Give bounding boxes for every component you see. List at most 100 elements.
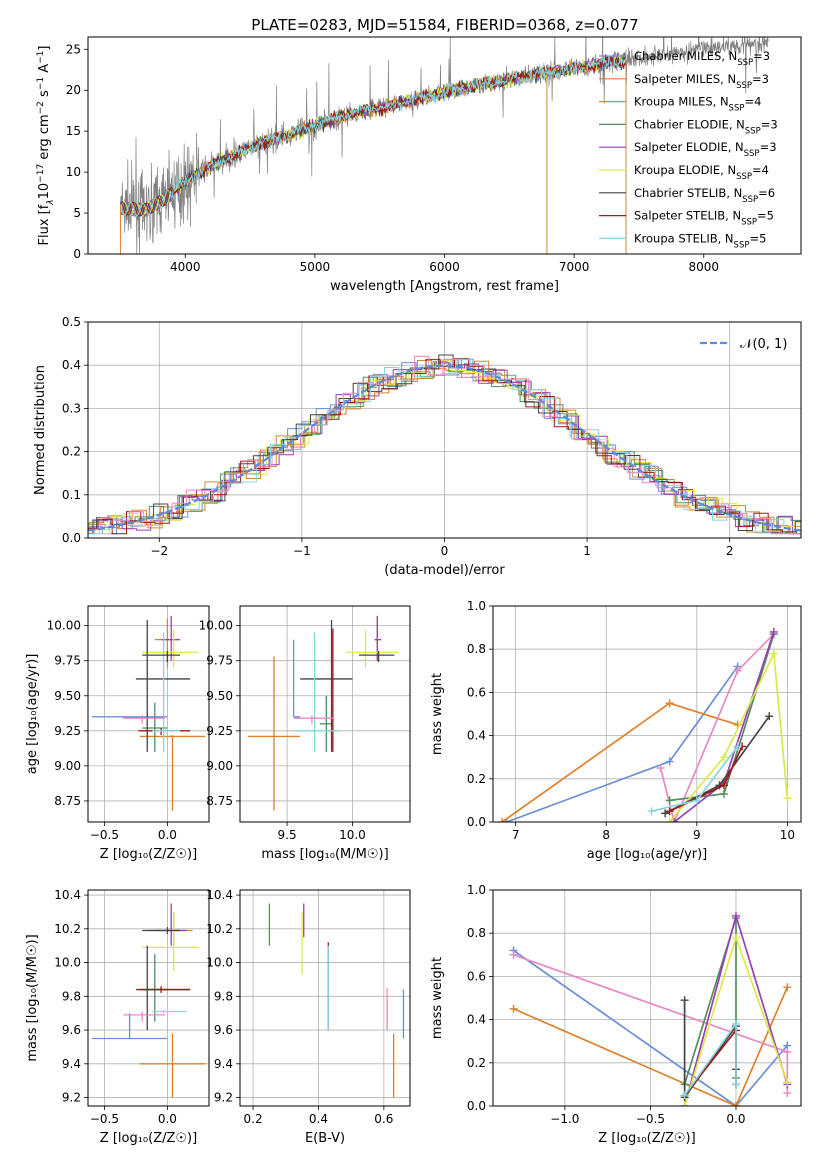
y-tick-label: 10.2 (206, 922, 233, 936)
histogram-line (88, 355, 801, 535)
y-tick-label: 9.4 (62, 1057, 81, 1071)
axes-frame (492, 889, 802, 1107)
axes-frame (87, 321, 802, 539)
weight-marker (680, 1102, 689, 1106)
ticks: 7 8 9 10 0.0 0.2 0.4 0.6 0.8 1.0 age [log₁₀(age/yr… (430, 599, 795, 862)
weight-marker (670, 818, 679, 822)
x-tick-label: 0.6 (374, 1112, 393, 1126)
legend-label: Kroupa MILES, NSSP=4 (634, 95, 761, 114)
histogram-line (88, 358, 801, 535)
errorbar-point (293, 632, 340, 752)
x-axis-label: Z [log₁₀(Z/Z☉)] (100, 847, 197, 862)
x-axis-label: Z [log₁₀(Z/Z☉)] (598, 1131, 695, 1146)
errorbar-point (142, 650, 181, 663)
weight-marker (680, 1091, 689, 1100)
y-tick-label: 25 (66, 42, 81, 56)
y-tick-label: 0.2 (62, 445, 81, 459)
weight-marker (661, 809, 670, 818)
y-tick-label: 9.6 (214, 1023, 233, 1037)
x-tick-label: 10 (780, 828, 795, 842)
x-tick-label: 0.0 (158, 1112, 177, 1126)
axes-frame (239, 605, 411, 823)
weight-marker (665, 757, 674, 766)
weight-marker (733, 742, 742, 751)
x-axis-label: wavelength [Angstrom, rest frame] (330, 279, 559, 294)
y-axis-label: mass [log₁₀(M/M☉)] (25, 934, 40, 1061)
weight-marker (783, 794, 792, 803)
x-tick-label: 10.0 (339, 828, 366, 842)
weight-marker (665, 807, 674, 816)
histogram-line (88, 359, 801, 535)
y-tick-label: 9.8 (214, 989, 233, 1003)
errorbar-point (300, 620, 353, 752)
y-tick-label: 8.75 (206, 794, 233, 808)
errorbar-point (374, 615, 382, 661)
errorbar-point (142, 629, 199, 668)
y-tick-label: 0.1 (62, 488, 81, 502)
weight-series (509, 911, 792, 1106)
axes-frame (87, 889, 210, 1107)
y-tick-label: 9.2 (214, 1091, 233, 1105)
y-tick-label: 0.6 (467, 969, 486, 983)
errorbar-point (152, 632, 181, 752)
x-tick-label: 0.0 (726, 1112, 745, 1126)
y-tick-label: 0.0 (62, 531, 81, 545)
errorbar-point (345, 629, 399, 668)
y-tick-label: 0.6 (467, 685, 486, 699)
errorbar-point (91, 1013, 168, 1040)
weight-marker (769, 649, 778, 658)
weight-marker (665, 699, 674, 708)
x-tick-label: 8000 (688, 260, 719, 274)
weight-marker (769, 627, 778, 636)
y-axis-label: Flux [fλ10−17 erg cm−2 s−1 A−1] (36, 46, 56, 246)
ticks: 0.2 0.4 0.6 9.2 9.4 9.6 9.8 10.0 10.2 10.4 E(B-V) (206, 888, 393, 1146)
weight-marker (731, 1102, 740, 1106)
y-tick-label: 0 (73, 247, 81, 261)
weight-marker (731, 933, 740, 942)
x-tick-label: −0.5 (636, 1112, 665, 1126)
x-axis-label: Z [log₁₀(Z/Z☉)] (100, 1131, 197, 1146)
errorbar-point (359, 650, 395, 663)
legend-label: Salpeter MILES, NSSP=3 (634, 72, 769, 91)
y-tick-label: 10.0 (54, 956, 81, 970)
y-axis-label: mass weight (430, 673, 445, 755)
histogram-line (88, 354, 801, 533)
y-tick-label: 10.0 (206, 956, 233, 970)
y-tick-label: 9.6 (62, 1023, 81, 1037)
y-tick-label: 10.4 (206, 888, 233, 902)
histograms (88, 354, 801, 535)
weight-series-line (665, 649, 792, 822)
weight-marker (509, 1004, 518, 1013)
x-tick-label: 4000 (170, 260, 201, 274)
weight-marker (783, 1048, 792, 1056)
errorbar-point (123, 715, 165, 724)
errorbar-point (152, 1009, 187, 1014)
y-tick-label: 0.8 (467, 926, 486, 940)
weight-marker (731, 1019, 740, 1028)
y-tick-label: 20 (66, 83, 81, 97)
errorbars (268, 903, 405, 1098)
x-tick-label: 7000 (559, 260, 590, 274)
y-tick-label: 9.2 (62, 1091, 81, 1105)
y-tick-label: 0.4 (62, 358, 81, 372)
x-tick-label: −0.5 (90, 828, 119, 842)
y-tick-label: 0.8 (467, 642, 486, 656)
y-tick-label: 9.25 (54, 724, 81, 738)
weight-marker (665, 818, 674, 822)
weight-marker (783, 983, 792, 992)
errorbars (91, 903, 206, 1098)
legend-label: Salpeter ELODIE, NSSP=3 (634, 140, 777, 159)
y-tick-label: 9.50 (54, 689, 81, 703)
y-tick-label: 9.25 (206, 724, 233, 738)
weight-marker (731, 1080, 740, 1089)
y-tick-label: 5 (73, 206, 81, 220)
y-tick-label: 1.0 (467, 883, 486, 897)
legend-label: Chabrier MILES, NSSP=3 (634, 49, 770, 68)
legend-label: Kroupa ELODIE, NSSP=4 (634, 163, 769, 182)
errorbar-point (292, 639, 301, 718)
weight-marker (720, 789, 728, 798)
ticks: 4000 5000 6000 7000 8000 0 5 10 15 20 25 wavelength… (66, 42, 719, 294)
axes-frame (87, 36, 802, 255)
x-tick-label: 0.2 (244, 1112, 263, 1126)
ticks: −0.5 0.0 8.75 9.00 9.25 9.50 9.75 10.00 Z [log₁₀… (25, 619, 197, 862)
